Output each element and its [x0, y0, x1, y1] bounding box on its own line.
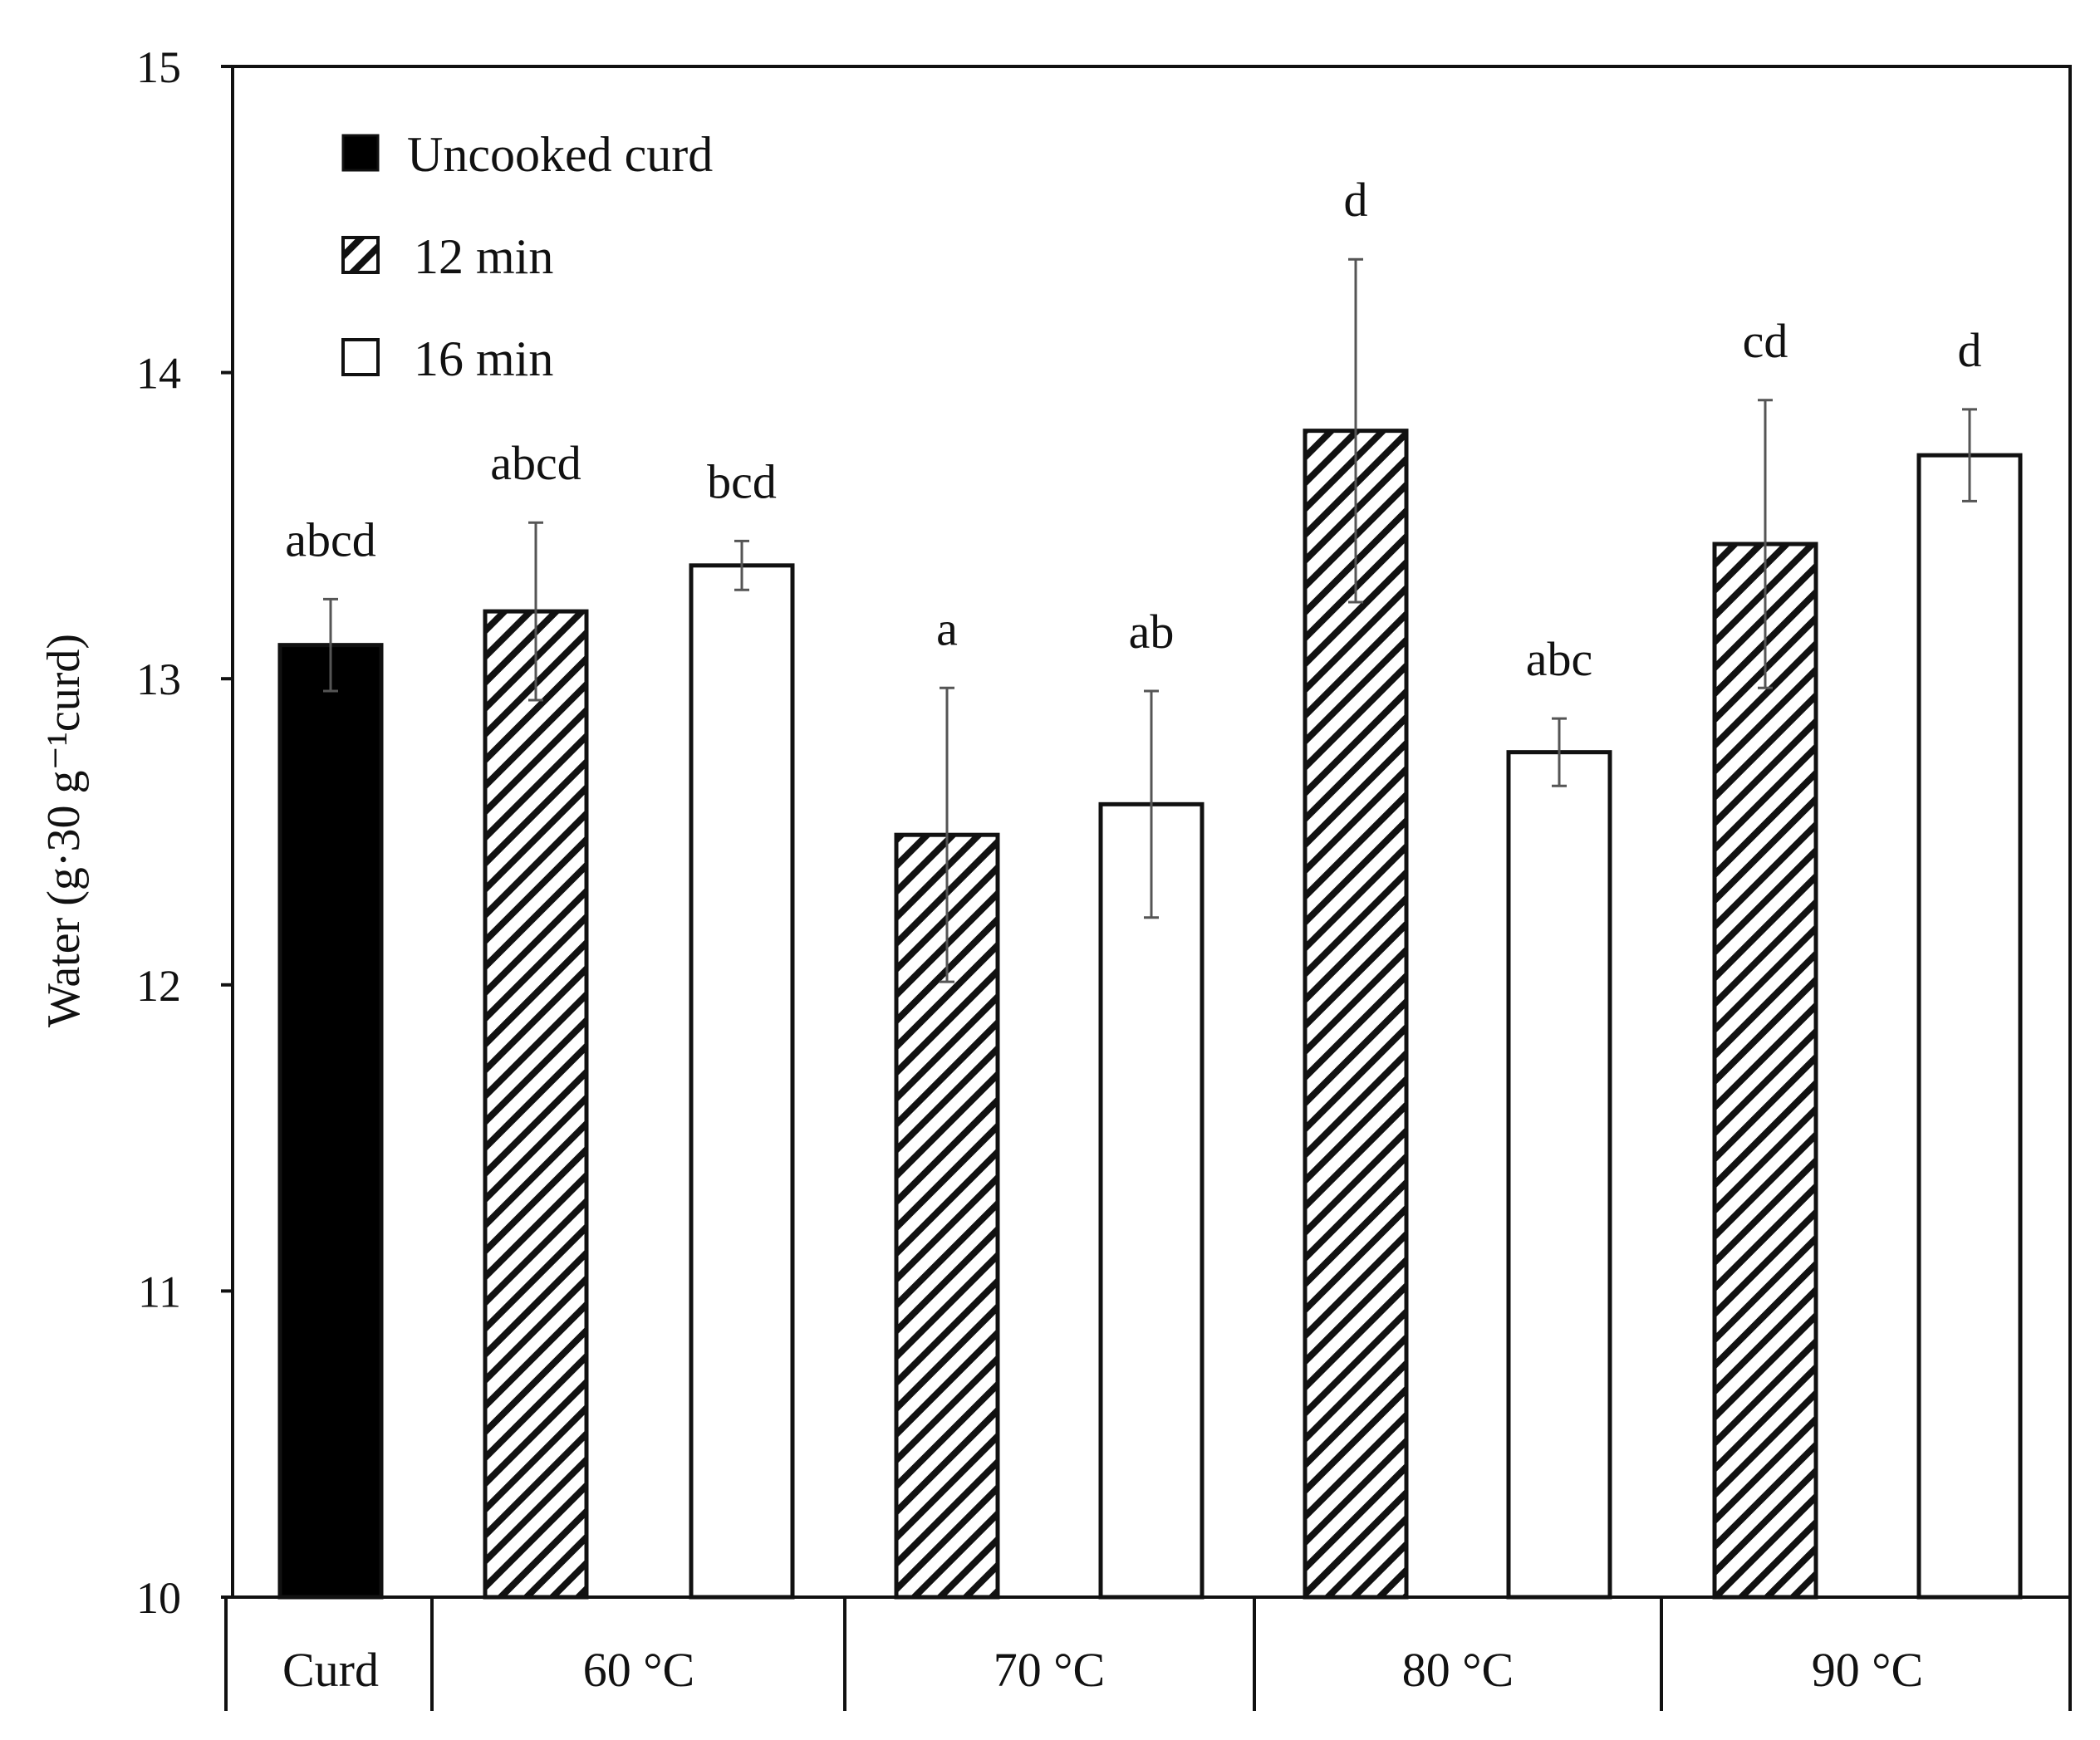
legend: Uncooked curd 12 min 16 min — [341, 127, 713, 386]
y-tick-label: 11 — [138, 1267, 181, 1316]
error-bars-layer — [323, 257, 1977, 983]
y-axis-title: Water (g·30 g⁻¹curd) — [38, 634, 90, 1027]
category-labels: Curd 60 °C 70 °C 80 °C 90 °C — [282, 1643, 1923, 1697]
y-tick-label: 15 — [136, 42, 181, 92]
bar-60-c-16-min — [689, 563, 795, 1600]
bar-90-c-12-min — [1712, 542, 1818, 1600]
significance-label: abcd — [285, 512, 376, 566]
significance-label: cd — [1743, 314, 1788, 368]
bar-70-c-16-min — [1098, 801, 1205, 1600]
significance-label: abc — [1526, 632, 1593, 686]
category-label-80-c: 80 °C — [1402, 1643, 1514, 1697]
bar-curd-uncooked-curd — [277, 643, 384, 1600]
y-tick-label: 14 — [136, 349, 181, 399]
legend-swatch-16-min — [341, 338, 380, 376]
bar-80-c-12-min — [1303, 429, 1409, 1600]
category-label-70-c: 70 °C — [994, 1643, 1105, 1697]
significance-label: a — [936, 601, 958, 655]
legend-label-uncooked-curd: Uncooked curd — [407, 127, 713, 182]
legend-label-16-min: 16 min — [414, 331, 553, 386]
y-tick-label: 12 — [136, 961, 181, 1011]
bar-90-c-16-min — [1916, 453, 2023, 1600]
significance-label: d — [1344, 173, 1368, 227]
y-tick-label: 10 — [136, 1573, 181, 1623]
significance-label: ab — [1129, 605, 1175, 659]
category-label-curd: Curd — [282, 1643, 379, 1697]
category-label-90-c: 90 °C — [1812, 1643, 1923, 1697]
significance-labels: abcd abcd bcd a ab d abc cd d — [285, 173, 1981, 686]
category-separators — [224, 1597, 2072, 1711]
significance-label: d — [1958, 323, 1982, 377]
y-tick-label: 13 — [136, 654, 181, 704]
bar-80-c-16-min — [1506, 750, 1612, 1600]
legend-swatch-12-min — [341, 236, 380, 274]
significance-label: bcd — [707, 454, 777, 508]
legend-swatch-uncooked-curd — [341, 134, 380, 172]
y-axis-ticks: 10 11 12 13 14 15 — [136, 42, 233, 1623]
bar-60-c-12-min — [483, 609, 589, 1600]
legend-label-12-min: 12 min — [414, 229, 553, 284]
significance-label: abcd — [490, 436, 581, 490]
bars-layer — [277, 429, 2023, 1600]
category-label-60-c: 60 °C — [583, 1643, 694, 1697]
